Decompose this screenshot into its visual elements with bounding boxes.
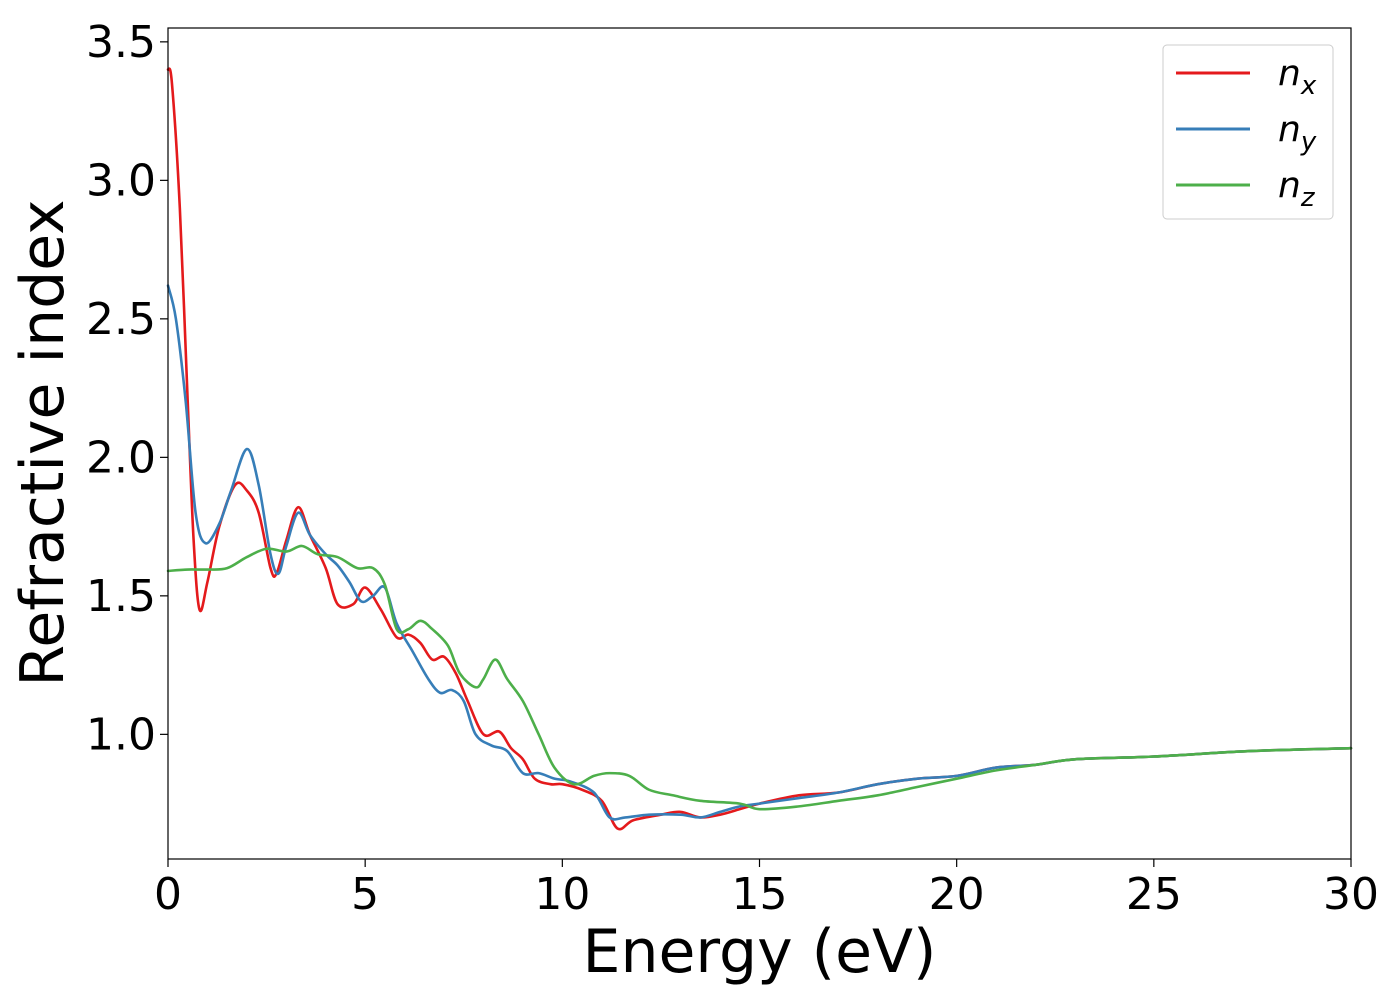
y-tick-label: 2.5 [86, 294, 156, 345]
legend-label-ny: ny [1278, 109, 1317, 157]
legend-label-nz: nz [1278, 165, 1316, 213]
plot-area [168, 28, 1351, 859]
y-axis-title: Refractive index [8, 199, 78, 686]
legend-frame [1162, 44, 1334, 220]
x-tick-label: 15 [732, 869, 788, 920]
y-tick-label: 2.0 [86, 432, 156, 483]
x-tick-label: 5 [351, 869, 379, 920]
y-tick-label: 1.5 [86, 571, 156, 622]
series-line-nz [166, 544, 1353, 811]
x-axis-ticks: 0 5 10 15 20 25 30 [154, 859, 1379, 920]
x-tick-label: 0 [154, 869, 182, 920]
y-tick-label: 3.0 [86, 155, 156, 206]
y-tick-label: 3.5 [86, 17, 156, 68]
x-tick-label: 10 [534, 869, 590, 920]
x-tick-label: 20 [929, 869, 985, 920]
y-tick-label: 1.0 [86, 709, 156, 760]
legend-label-nx: nx [1278, 53, 1317, 101]
x-tick-label: 30 [1323, 869, 1379, 920]
y-axis-ticks: 1.0 1.5 2.0 2.5 3.0 3.5 [86, 17, 168, 760]
series-layer [166, 67, 1353, 831]
x-tick-label: 25 [1126, 869, 1182, 920]
x-axis-title: Energy (eV) [583, 917, 937, 987]
series-line-ny [166, 284, 1353, 821]
legend: nx ny nz [1162, 44, 1334, 220]
